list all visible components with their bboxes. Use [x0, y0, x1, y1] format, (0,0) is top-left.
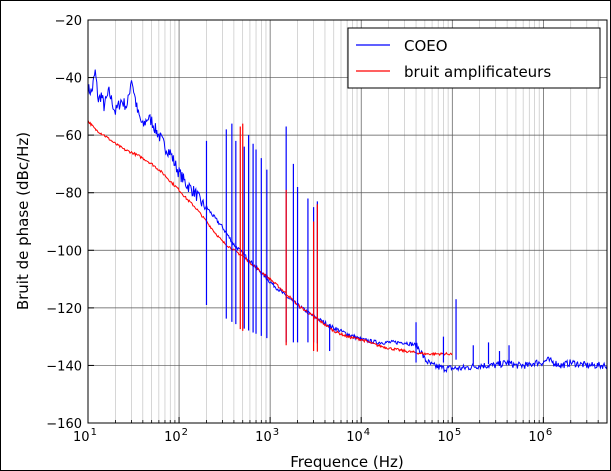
y-tick-label: −20 [55, 14, 82, 29]
y-tick-label: −120 [46, 302, 82, 317]
x-axis-label: Frequence (Hz) [290, 453, 403, 471]
legend-box [347, 27, 601, 89]
x-tick-label: 103 [255, 427, 279, 445]
x-tick-label: 102 [164, 427, 188, 445]
x-tick-exponent: 2 [182, 427, 188, 438]
x-tick-label: 106 [528, 427, 552, 445]
x-tick-exponent: 4 [364, 427, 370, 438]
tick-marks [87, 19, 599, 424]
minor-gridlines [115, 20, 599, 423]
y-tick-label: −60 [55, 129, 82, 144]
series-layer [87, 69, 608, 374]
y-tick-labels: −160 −140 −120 −100 −80 −60 −40 −20 [46, 14, 82, 432]
y-axis-label: Bruit de phase (dBc/Hz) [14, 132, 32, 310]
series-line-1 [87, 120, 453, 357]
legend: COEO bruit amplificateurs [347, 27, 601, 89]
x-tick-label: 101 [73, 427, 97, 445]
x-tick-label: 104 [346, 427, 370, 445]
x-tick-exponent: 1 [91, 427, 97, 438]
y-tick-label: −140 [46, 359, 82, 374]
x-tick-label: 105 [437, 427, 461, 445]
x-tick-exponent: 3 [273, 427, 279, 438]
y-tick-label: −40 [55, 72, 82, 87]
series-line-0 [87, 69, 608, 374]
x-tick-exponent: 5 [455, 427, 461, 438]
y-tick-label: −160 [46, 417, 82, 432]
x-tick-exponent: 6 [546, 427, 552, 438]
x-tick-labels: 101 102 103 104 105 106 [73, 427, 552, 445]
legend-label-coeo: COEO [404, 37, 448, 55]
legend-label-amplificateurs: bruit amplificateurs [404, 63, 551, 81]
y-tick-label: −100 [46, 244, 82, 259]
y-tick-label: −80 [55, 187, 82, 202]
